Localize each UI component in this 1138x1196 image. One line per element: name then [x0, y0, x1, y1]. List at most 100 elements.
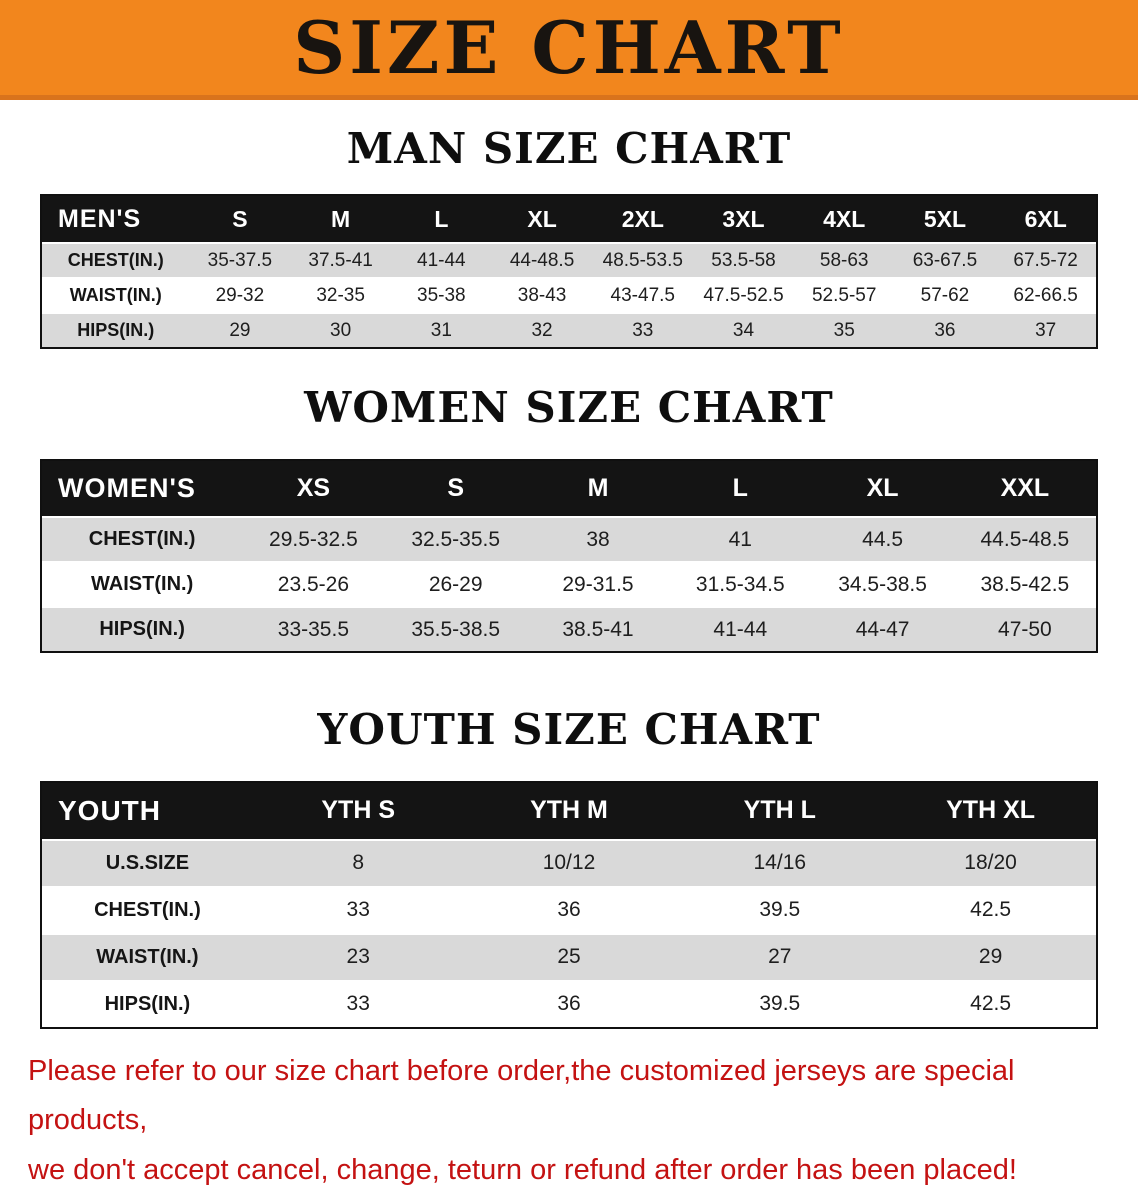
women-section-heading: WOMEN SIZE CHART — [304, 383, 834, 433]
table-cell: 35-37.5 — [207, 249, 273, 271]
row-label: HIPS(IN.) — [99, 618, 185, 641]
row-label: CHEST(IN.) — [67, 250, 164, 271]
table-cell: 47.5-52.5 — [703, 284, 784, 306]
table-cell: 30 — [330, 319, 352, 341]
row-label: WAIST(IN.) — [69, 285, 162, 306]
table-cell: 38-43 — [517, 284, 567, 306]
table-row: WAIST(IN.) 29-32 32-35 35-38 38-43 43-47.5 47.… — [42, 277, 1096, 313]
page-title: SIZE CHART — [293, 4, 845, 90]
column-header: L — [732, 474, 748, 503]
table-cell: 31.5-34.5 — [695, 572, 785, 596]
table-cell: 42.5 — [970, 992, 1012, 1016]
table-cell: 67.5-72 — [1013, 249, 1078, 271]
table-cell: 38 — [586, 527, 610, 551]
table-corner-label: WOMEN'S — [58, 473, 196, 504]
table-cell: 37 — [1035, 319, 1057, 341]
table-cell: 39.5 — [759, 898, 801, 922]
table-cell: 62-66.5 — [1013, 284, 1078, 306]
table-cell: 44.5-48.5 — [980, 527, 1070, 551]
table-row: CHEST(IN.) 29.5-32.5 32.5-35.5 38 41 44.5 44.5… — [42, 516, 1096, 562]
table-cell: 36 — [557, 992, 581, 1016]
table-cell: 29 — [229, 319, 251, 341]
table-cell: 14/16 — [753, 851, 807, 875]
table-row: U.S.SIZE 8 10/12 14/16 18/20 — [42, 838, 1096, 886]
row-label: U.S.SIZE — [105, 851, 190, 874]
table-cell: 29-31.5 — [562, 572, 634, 596]
disclaimer-line-1: Please refer to our size chart before or… — [28, 1054, 1015, 1137]
table-cell: 10/12 — [542, 851, 596, 875]
column-header: YTH L — [743, 796, 816, 825]
table-row: HIPS(IN.) 29 30 31 32 33 34 35 36 37 — [42, 312, 1096, 348]
row-label: WAIST(IN.) — [96, 945, 199, 968]
table-cell: 44-48.5 — [509, 249, 575, 271]
table-cell: 29.5-32.5 — [269, 527, 358, 551]
table-cell: 23.5-26 — [277, 572, 350, 596]
row-label: WAIST(IN.) — [91, 573, 194, 596]
column-header: XL — [527, 205, 557, 232]
column-header: 3XL — [722, 205, 765, 232]
table-cell: 25 — [557, 945, 581, 969]
table-row: WAIST(IN.) 23 25 27 29 — [42, 932, 1096, 980]
youth-size-table: YOUTH YTH S YTH M YTH L YTH XL U.S.SIZE 8 10/12… — [40, 780, 1098, 1029]
table-cell: 29 — [978, 945, 1003, 969]
table-row: WAIST(IN.) 23.5-26 26-29 29-31.5 31.5-34.5 34… — [42, 561, 1096, 607]
row-label: HIPS(IN.) — [104, 992, 191, 1015]
men-size-table: MEN'S S M L XL 2XL 3XL 4XL 5XL 6XL CHEST(IN.) 35-37… — [40, 194, 1098, 350]
table-cell: 43-47.5 — [610, 284, 675, 306]
table-header-row: WOMEN'S XS S M L XL XXL — [42, 461, 1096, 517]
row-label: HIPS(IN.) — [77, 320, 155, 341]
table-cell: 41 — [728, 527, 752, 551]
column-header: L — [434, 205, 449, 232]
table-cell: 35.5-38.5 — [411, 617, 501, 641]
table-header-row: YOUTH YTH S YTH M YTH L YTH XL — [42, 782, 1096, 839]
disclaimer-line-2: we don't accept cancel, change, teturn o… — [28, 1154, 1017, 1187]
table-cell: 34.5-38.5 — [838, 572, 927, 596]
table-cell: 42.5 — [970, 898, 1012, 922]
table-cell: 44.5 — [862, 527, 904, 551]
table-cell: 35-38 — [417, 284, 466, 306]
table-cell: 31 — [430, 319, 452, 341]
table-cell: 26-29 — [428, 572, 483, 596]
women-size-table: WOMEN'S XS S M L XL XXL CHEST(IN.) 29.5-32.5 32.5… — [40, 459, 1098, 654]
table-cell: 23 — [346, 945, 370, 969]
table-cell: 18/20 — [964, 851, 1017, 875]
table-cell: 29-32 — [215, 284, 265, 306]
table-cell: 33 — [632, 319, 654, 341]
column-header: 5XL — [923, 205, 967, 232]
table-cell: 41-44 — [417, 249, 466, 271]
column-header: YTH XL — [946, 796, 1036, 825]
column-header: XS — [296, 474, 331, 503]
table-cell: 57-62 — [920, 284, 970, 306]
row-label: CHEST(IN.) — [88, 528, 196, 551]
table-cell: 48.5-53.5 — [602, 249, 683, 271]
table-cell: 47-50 — [998, 617, 1052, 641]
row-label: CHEST(IN.) — [94, 898, 201, 921]
table-cell: 8 — [352, 851, 365, 875]
column-header: S — [232, 205, 248, 232]
table-cell: 33 — [346, 898, 370, 922]
table-cell: 36 — [934, 319, 956, 341]
column-header: YTH S — [321, 796, 395, 825]
table-cell: 36 — [557, 898, 581, 922]
table-cell: 38.5-42.5 — [980, 572, 1070, 596]
table-cell: 34 — [732, 319, 755, 341]
table-header-row: MEN'S S M L XL 2XL 3XL 4XL 5XL 6XL — [42, 196, 1096, 243]
men-section-heading: MAN SIZE CHART — [346, 124, 792, 173]
column-header: M — [331, 205, 351, 232]
column-header: 6XL — [1024, 205, 1067, 232]
column-header: 4XL — [823, 205, 866, 232]
table-cell: 27 — [768, 945, 792, 969]
youth-section-heading: YOUTH SIZE CHART — [317, 705, 821, 755]
table-cell: 58-63 — [819, 249, 869, 271]
table-cell: 38.5-41 — [562, 617, 634, 641]
table-cell: 32.5-35.5 — [411, 527, 501, 551]
table-cell: 63-67.5 — [912, 249, 978, 271]
table-cell: 41-44 — [713, 617, 768, 641]
column-header: YTH M — [530, 796, 608, 825]
column-header: XL — [866, 474, 899, 503]
table-row: CHEST(IN.) 35-37.5 37.5-41 41-44 44-48.5 48.5… — [42, 242, 1096, 278]
column-header: XXL — [1000, 474, 1050, 503]
table-cell: 52.5-57 — [811, 284, 877, 306]
column-header: S — [447, 474, 465, 503]
